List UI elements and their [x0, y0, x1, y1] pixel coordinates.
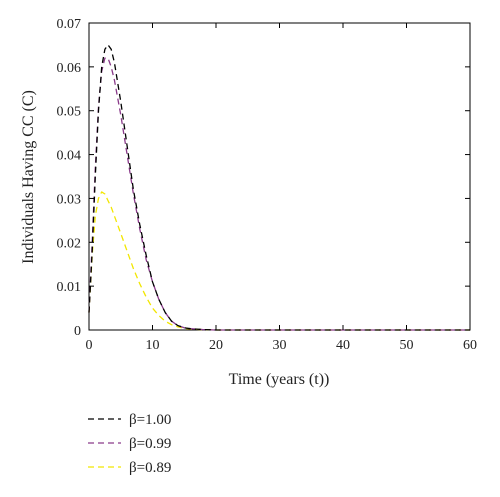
y-tick-label: 0.04 [57, 149, 82, 164]
y-tick-label: 0.07 [57, 17, 82, 32]
plot-frame [88, 22, 471, 331]
ticks-group: 0 10 20 30 40 50 60 0 0.01 0.02 0.03 0.04 0.05 0.06 0.… [57, 17, 478, 353]
y-axis-title: Individuals Having CC (C) [20, 90, 37, 264]
y-tick-label: 0.01 [57, 280, 82, 295]
y-tick-label: 0 [74, 324, 81, 339]
series-group [88, 44, 470, 331]
x-axis-title: Time (years (t)) [229, 371, 330, 388]
x-tick-label: 0 [86, 338, 93, 353]
y-tick-label: 0.03 [57, 192, 82, 207]
x-tick-label: 20 [209, 338, 223, 353]
x-tick-label: 10 [146, 338, 160, 353]
y-tick-label: 0.06 [57, 61, 82, 76]
legend: β=1.00 β=0.99 β=0.89 [88, 412, 171, 476]
y-tick-label: 0.02 [57, 236, 82, 251]
legend-label: β=1.00 [129, 412, 171, 428]
x-tick-label: 50 [400, 338, 414, 353]
series-line [88, 57, 470, 331]
x-tick-label: 60 [463, 338, 477, 353]
x-tick-label: 40 [336, 338, 350, 353]
legend-label: β=0.99 [129, 436, 171, 452]
x-tick-label: 30 [273, 338, 287, 353]
series-line [88, 44, 470, 331]
legend-label: β=0.89 [129, 460, 171, 476]
y-tick-label: 0.05 [57, 105, 82, 120]
